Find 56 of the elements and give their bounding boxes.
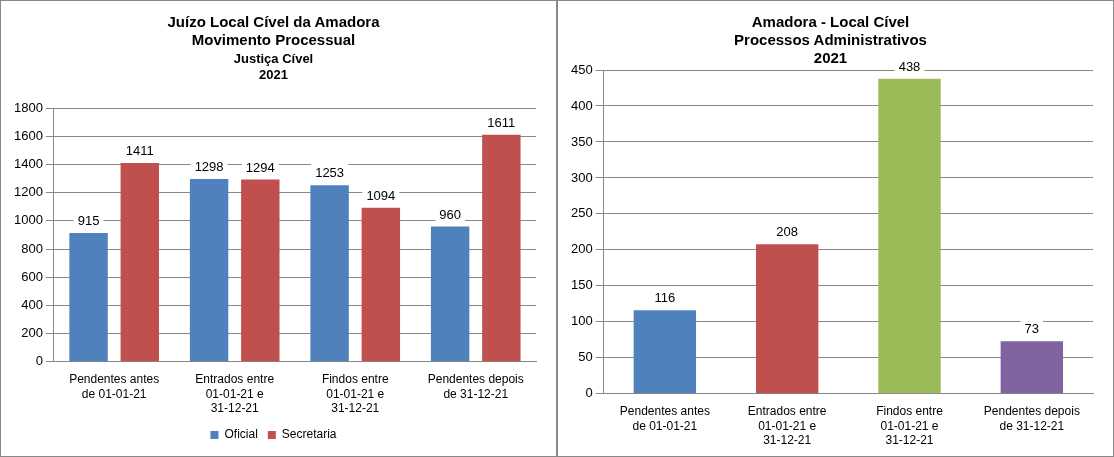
data-label: 960: [439, 206, 461, 222]
y-tick-label: 1800: [14, 99, 43, 115]
data-label: 1294: [245, 159, 275, 175]
y-tick-label: 1000: [14, 212, 43, 228]
y-tick-label: 0: [585, 385, 593, 401]
bar: [120, 163, 159, 362]
bar: [430, 226, 470, 362]
data-label: 1411: [125, 143, 154, 159]
x-tick-label: Entrados entre 01-01-21 e 31-12-21: [195, 372, 275, 416]
data-label: 73: [1024, 321, 1040, 337]
chart-subtitle: Justiça Cível 2021: [233, 51, 314, 82]
y-tick-label: 600: [21, 268, 43, 284]
x-tick-label: Findos entre 01-01-21 e 31-12-21: [876, 404, 944, 448]
y-tick-label: 450: [570, 61, 593, 77]
legend-label: Secretaria: [281, 427, 337, 442]
bar: [755, 244, 819, 394]
y-tick-label: 1600: [14, 127, 43, 143]
bar: [1000, 341, 1064, 394]
y-tick-label: 1400: [14, 156, 43, 172]
y-tick-label: 100: [570, 313, 593, 329]
y-tick-label: 250: [570, 205, 593, 221]
x-tick-label: Pendentes antes de 01-01-21: [619, 404, 710, 433]
data-label: 1298: [194, 159, 224, 174]
bar: [482, 134, 521, 362]
y-tick-label: 400: [570, 97, 593, 113]
y-tick-label: 50: [578, 349, 593, 365]
x-tick-label: Findos entre 01-01-21 e 31-12-21: [321, 372, 389, 416]
data-label: 1094: [366, 187, 396, 203]
x-tick-label: Pendentes depois de 31-12-21: [983, 404, 1080, 433]
bar: [69, 232, 108, 362]
bar: [878, 78, 941, 394]
y-tick-label: 0: [35, 353, 43, 369]
x-tick-label: Pendentes depois de 31-12-21: [427, 372, 524, 401]
legend-label: Oficial: [224, 427, 258, 442]
data-label: 915: [77, 212, 100, 228]
y-tick-label: 350: [570, 133, 593, 149]
y-tick-label: 400: [21, 297, 43, 313]
chart-title: Juízo Local Cível da Amadora Movimento Processual: [167, 13, 381, 49]
y-tick-label: 200: [570, 241, 593, 257]
bar: [189, 178, 229, 362]
y-tick-label: 200: [21, 325, 43, 341]
data-label: 208: [776, 224, 799, 240]
data-label: 438: [898, 58, 921, 74]
y-tick-label: 800: [21, 240, 43, 256]
data-label: 1611: [487, 114, 516, 130]
bar: [361, 207, 401, 362]
data-label: 116: [654, 290, 676, 306]
y-tick-label: 300: [570, 169, 593, 185]
data-label: 1253: [315, 165, 345, 181]
x-tick-label: Pendentes antes de 01-01-21: [69, 372, 160, 401]
y-tick-label: 1200: [14, 184, 43, 200]
bar: [633, 310, 697, 394]
bar: [241, 179, 280, 362]
x-tick-label: Entrados entre 01-01-21 e 31-12-21: [747, 404, 827, 448]
y-tick-label: 150: [570, 277, 593, 293]
bar: [310, 185, 349, 362]
